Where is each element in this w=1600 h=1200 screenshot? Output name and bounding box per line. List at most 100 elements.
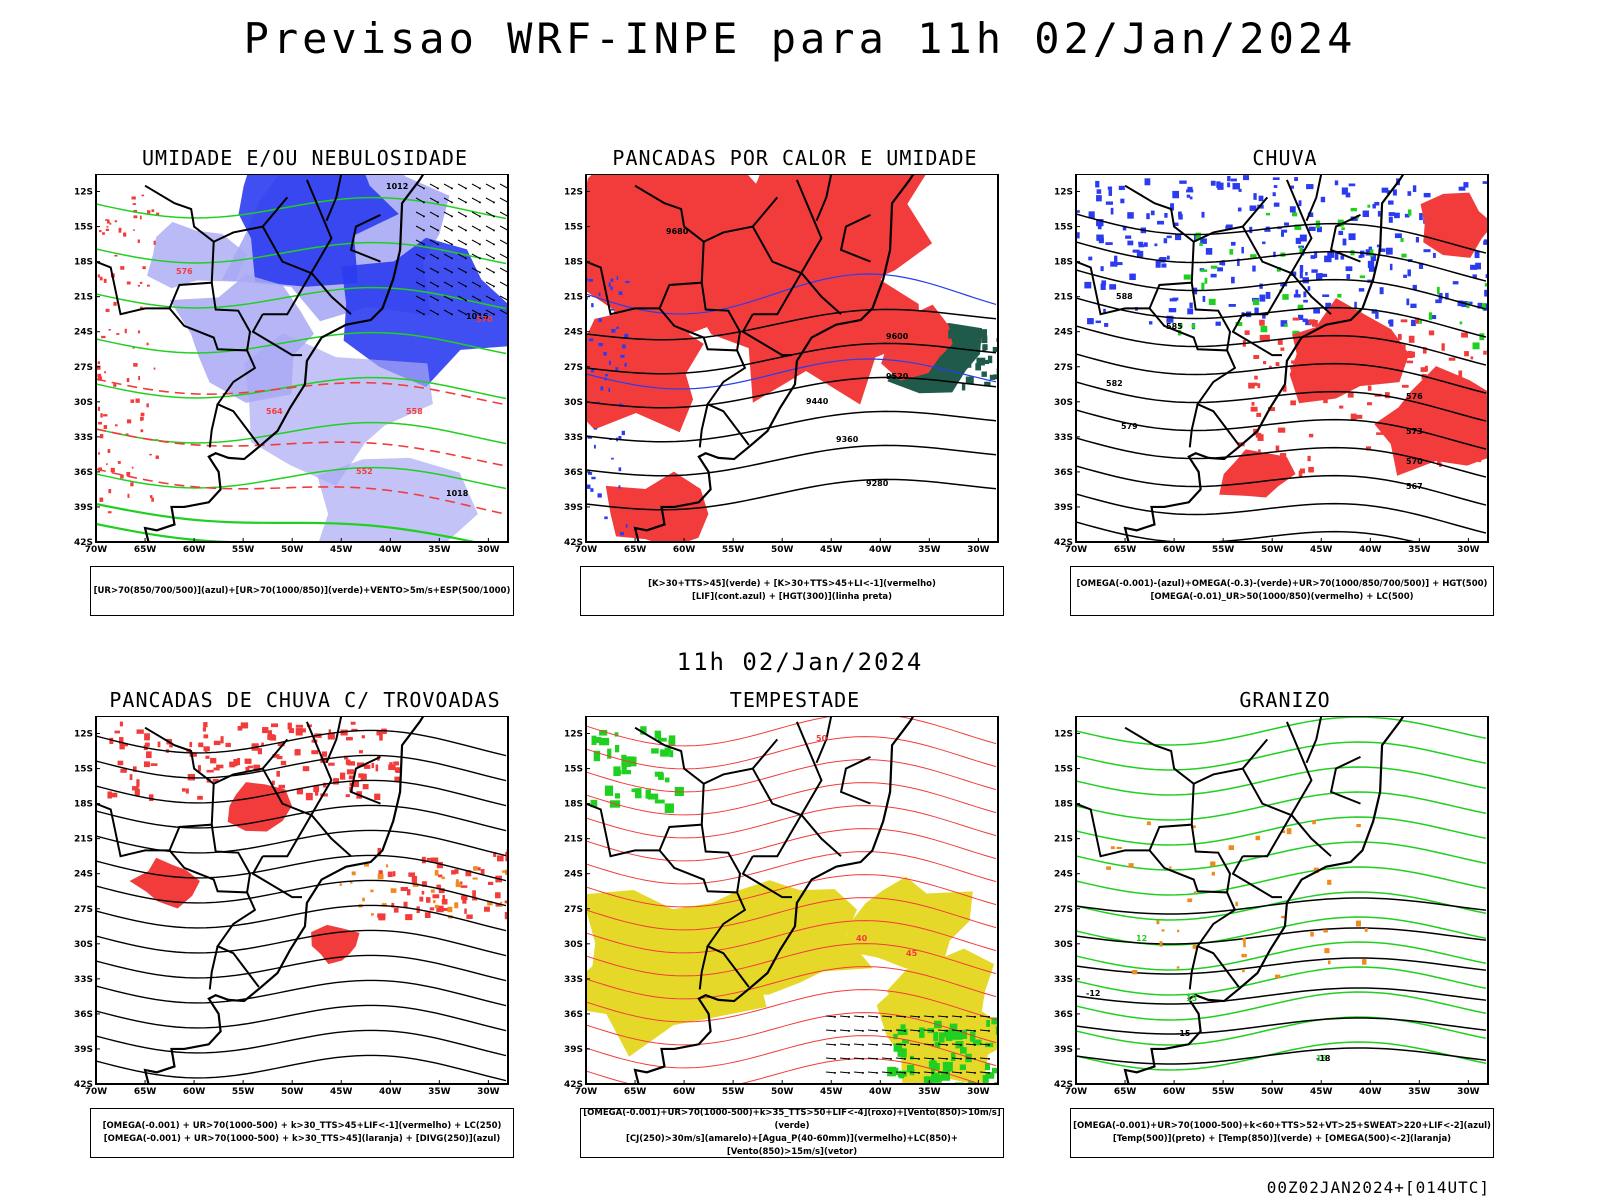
field-speck: [394, 767, 401, 773]
field-speck: [1400, 319, 1408, 323]
field-speck: [1327, 373, 1332, 376]
field-speck: [599, 737, 610, 746]
wind-vector-head: [931, 1071, 934, 1074]
field-speck: [1275, 445, 1280, 452]
contour-line: [96, 502, 481, 542]
lon-tick-label: 55W: [722, 1087, 745, 1097]
field-speck: [586, 278, 589, 281]
border-line: [706, 349, 750, 446]
field-speck: [131, 466, 134, 469]
lat-tick-label: 33S: [1054, 433, 1073, 443]
wind-vector-head: [833, 1071, 836, 1074]
lat-tick-label: 12S: [1054, 188, 1073, 198]
field-speck: [505, 851, 508, 856]
field-speck: [133, 215, 138, 219]
field-speck: [412, 883, 419, 887]
field-speck: [1356, 414, 1363, 419]
lon-tick-label: 50W: [1261, 545, 1284, 555]
contour-line: [1076, 437, 1487, 478]
wind-vector-head: [464, 243, 467, 246]
field-speck: [114, 424, 118, 427]
wind-vector: [415, 239, 425, 245]
contour-line: [586, 444, 997, 477]
field-speck: [1191, 825, 1196, 829]
field-speck: [597, 493, 602, 498]
field-speck: [1406, 298, 1410, 306]
contour-line: [1076, 816, 1487, 846]
field-speck: [1445, 292, 1449, 300]
field-speck: [1097, 223, 1102, 230]
contour-line: [96, 331, 507, 355]
panel-chuva: CHUVA 588 585 582 579 576 573 570 567 12S 15S 18S 2…: [1050, 146, 1520, 616]
field-speck: [1388, 200, 1394, 205]
field-speck: [1241, 246, 1244, 254]
field-speck: [972, 1039, 982, 1046]
field-speck: [432, 894, 440, 899]
contour-value-label: 582: [1106, 379, 1123, 388]
field-speck: [1281, 229, 1288, 233]
contour-line: [1076, 841, 1487, 871]
field-speck: [1354, 301, 1357, 309]
contour-value-label: -15: [1176, 1029, 1191, 1038]
field-speck: [1394, 212, 1400, 219]
field-speck: [1241, 953, 1247, 958]
field-speck: [141, 194, 145, 197]
field-speck: [333, 778, 340, 785]
field-area: [605, 471, 709, 542]
field-speck: [1178, 323, 1183, 328]
wind-vector: [979, 1015, 990, 1018]
field-speck: [993, 374, 998, 380]
contour-value-label: 558: [406, 407, 423, 416]
contour-line: [1076, 941, 1487, 971]
contour-value-label: 50: [816, 734, 828, 743]
field-speck: [1265, 291, 1271, 299]
field-speck: [893, 1033, 898, 1040]
field-speck: [371, 762, 375, 769]
wind-vector: [415, 267, 425, 273]
field-speck: [144, 733, 150, 741]
field-speck: [426, 897, 431, 903]
field-speck: [110, 467, 115, 473]
field-speck: [1455, 378, 1462, 384]
border-line: [96, 726, 215, 858]
lon-tick-label: 50W: [771, 1087, 794, 1097]
field-area: [1219, 449, 1296, 498]
field-speck: [429, 907, 435, 911]
wind-vector: [499, 309, 508, 315]
field-speck: [151, 497, 154, 502]
field-speck: [1215, 321, 1221, 326]
border-line: [839, 213, 871, 263]
field-speck: [1369, 249, 1374, 257]
field-speck: [590, 488, 594, 492]
border-line: [1231, 313, 1282, 357]
field-speck: [294, 749, 301, 756]
lat-tick-label: 39S: [1054, 503, 1073, 513]
field-speck: [598, 342, 603, 347]
wind-vector-head: [861, 1043, 864, 1046]
field-speck: [426, 857, 434, 861]
wind-vector-head: [492, 257, 495, 260]
wind-vector-head: [917, 1015, 920, 1018]
field-speck: [505, 872, 508, 875]
field-speck: [105, 228, 110, 231]
lat-tick-label: 24S: [74, 328, 93, 338]
field-speck: [1345, 192, 1351, 198]
wind-vector-head: [450, 313, 453, 316]
wind-vector: [895, 1071, 906, 1074]
field-speck: [621, 754, 627, 760]
lon-tick-label: 40W: [1359, 1087, 1382, 1097]
lat-tick-label: 18S: [1054, 258, 1073, 268]
field-speck: [350, 881, 353, 884]
field-speck: [1410, 303, 1417, 308]
lat-tick-label: 27S: [1054, 363, 1073, 373]
field-speck: [374, 793, 381, 801]
field-speck: [277, 742, 285, 747]
wind-vector: [839, 1029, 850, 1032]
field-speck: [1341, 187, 1348, 195]
contour-value-label: 570: [1406, 457, 1423, 466]
wind-vector-head: [478, 257, 481, 260]
contour-line: [1076, 897, 1487, 915]
field-speck: [1364, 927, 1368, 932]
field-speck: [1404, 213, 1410, 218]
lon-tick-label: 45W: [1310, 1087, 1333, 1097]
